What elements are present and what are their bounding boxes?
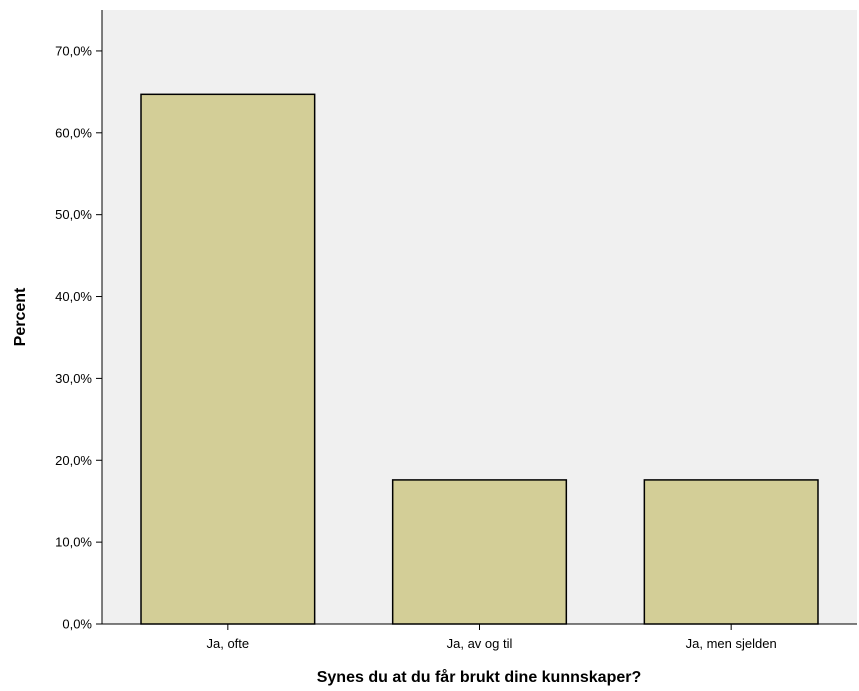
bar [643, 479, 819, 625]
x-tick-label: Ja, men sjelden [686, 636, 777, 651]
y-tick-label: 30,0% [55, 371, 92, 386]
y-axis-ticks: 0,0% 10,0% 20,0% 30,0% 40,0% 50,0% 60,0% 70,0% [55, 43, 102, 632]
y-tick-label: 60,0% [55, 125, 92, 140]
y-axis-title: Percent [12, 287, 29, 346]
bar [391, 479, 568, 625]
bars [140, 93, 819, 625]
y-tick-label: 40,0% [55, 289, 92, 304]
y-tick-label: 10,0% [55, 535, 92, 550]
x-axis-ticks: Ja, ofte Ja, av og til Ja, men sjelden [207, 624, 777, 651]
bar [140, 93, 316, 625]
x-tick-label: Ja, av og til [447, 636, 513, 651]
x-axis-title: Synes du at du får brukt dine kunnskaper… [317, 668, 642, 686]
y-tick-label: 0,0% [62, 617, 92, 632]
y-tick-label: 20,0% [55, 453, 92, 468]
y-tick-label: 70,0% [55, 43, 92, 58]
y-tick-label: 50,0% [55, 207, 92, 222]
x-tick-label: Ja, ofte [207, 636, 250, 651]
